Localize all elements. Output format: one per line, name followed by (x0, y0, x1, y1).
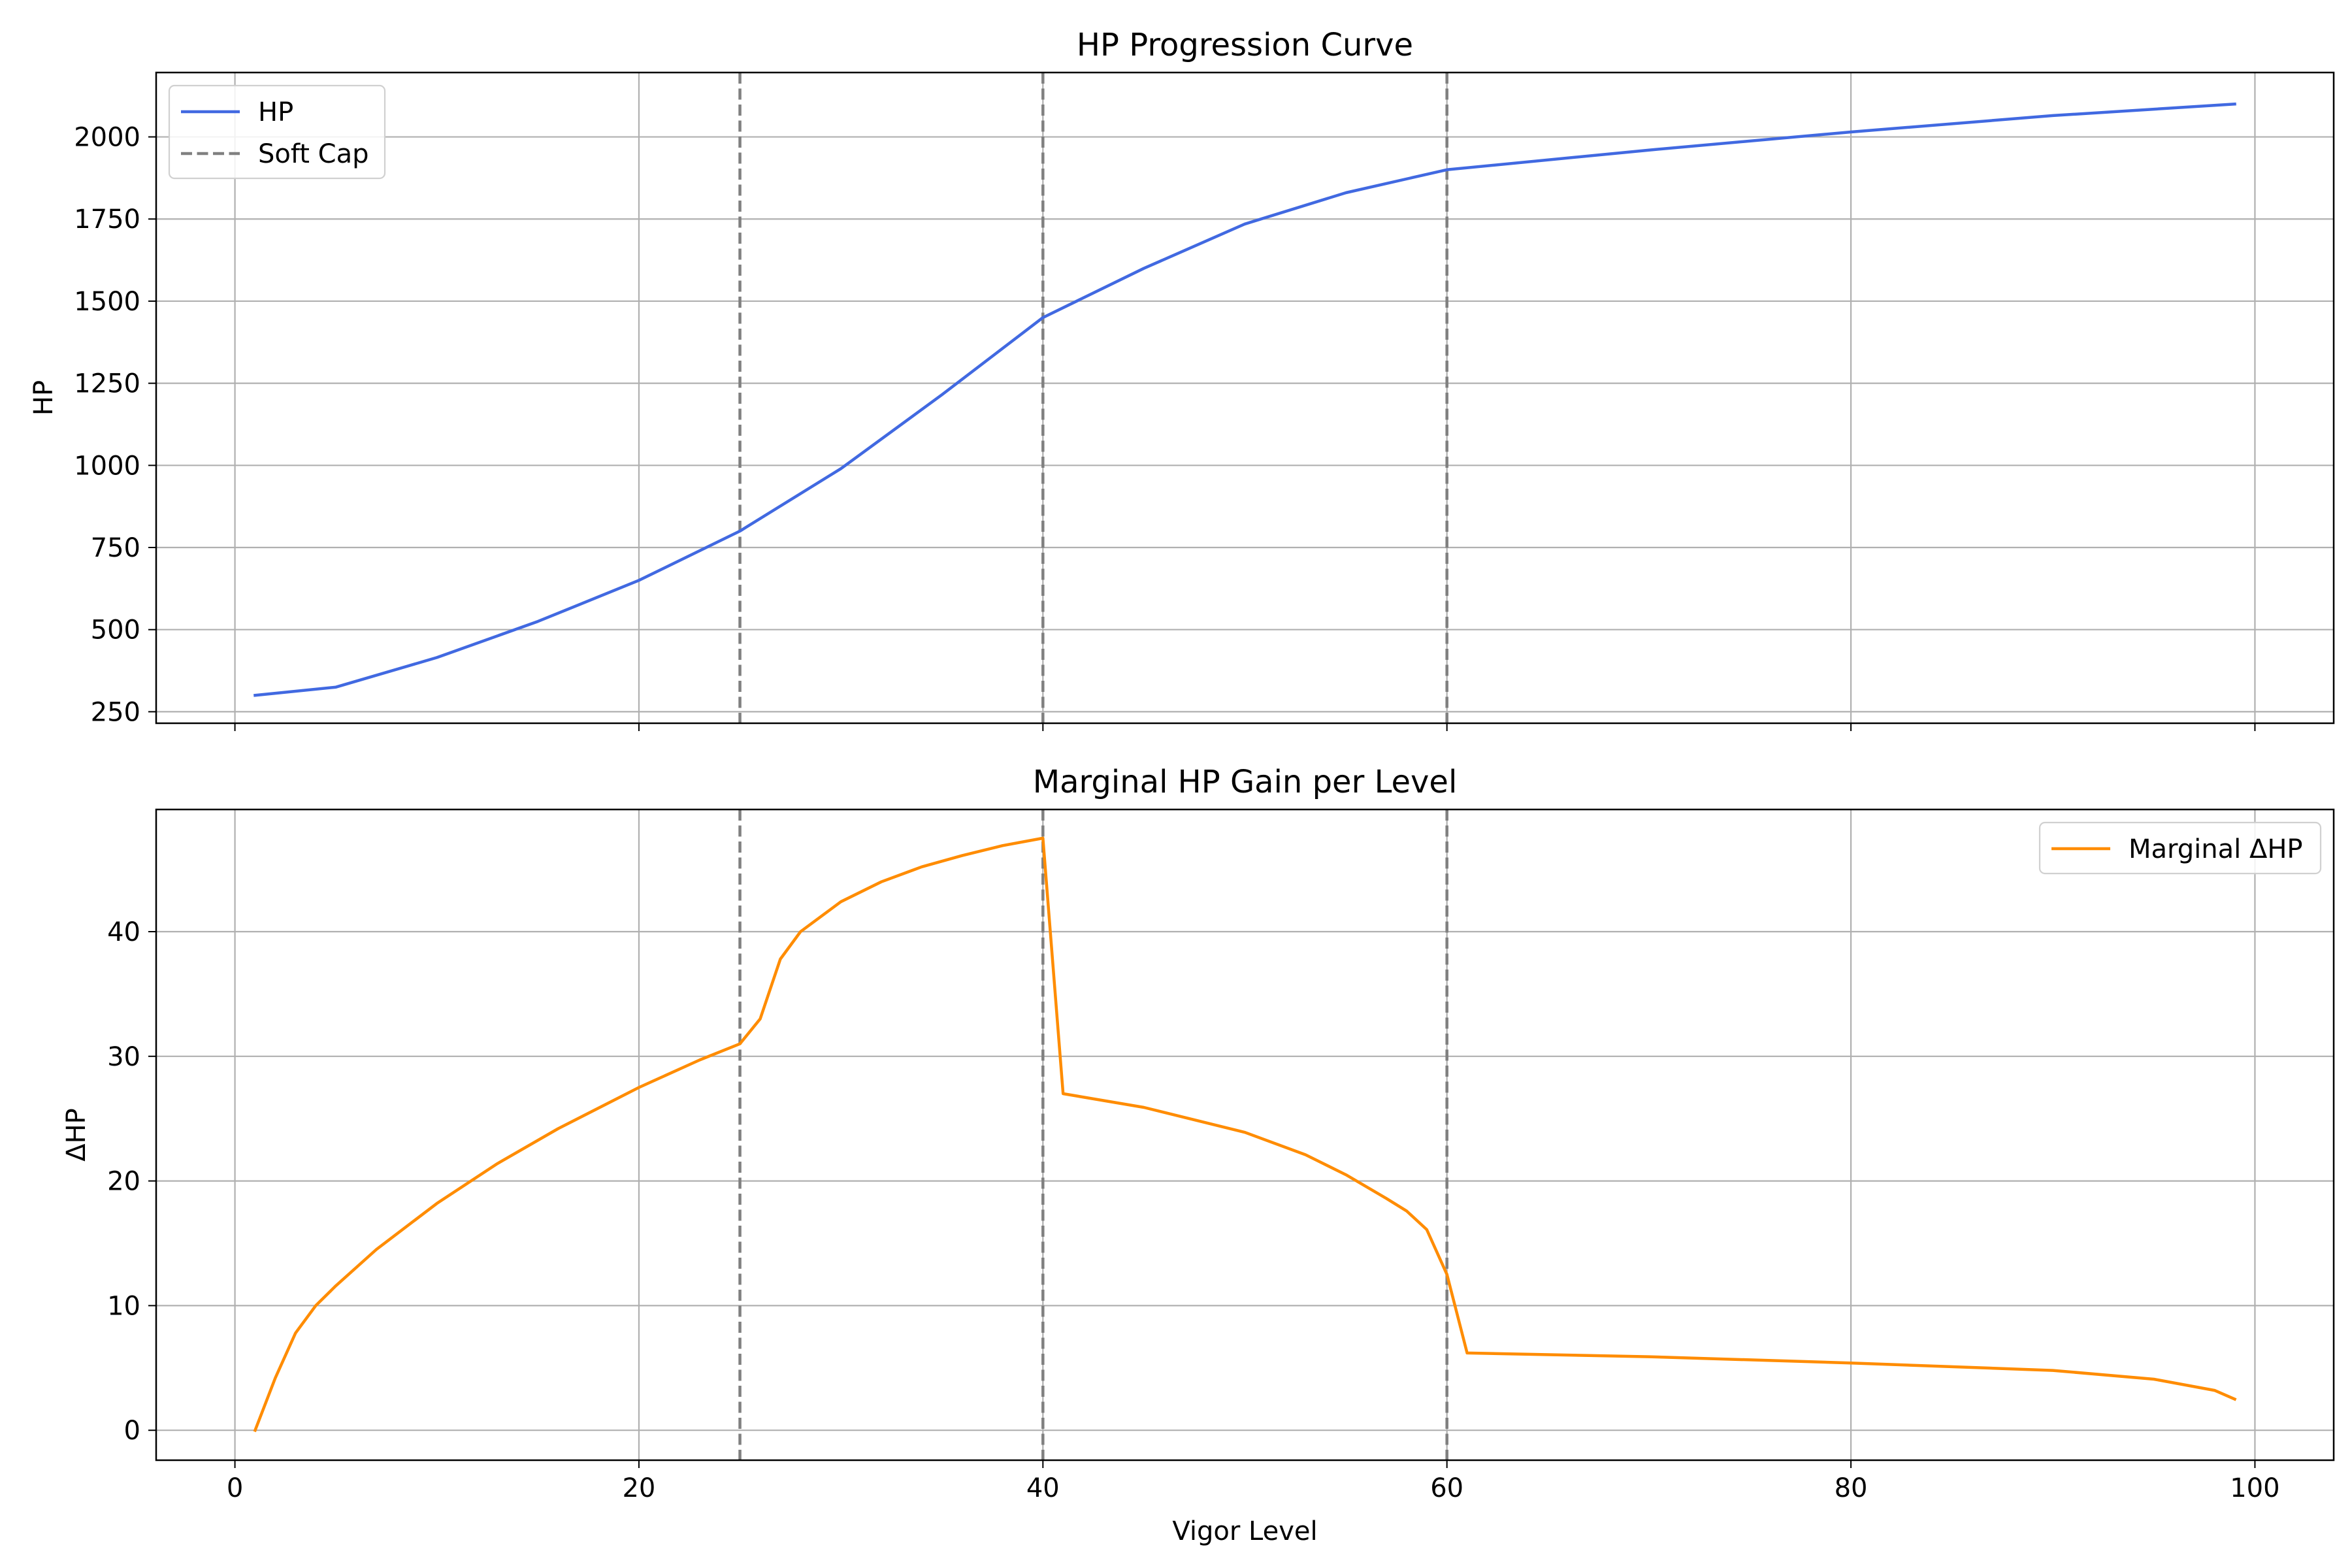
chart-title: HP Progression Curve (1077, 27, 1413, 63)
legend-label: Soft Cap (258, 139, 368, 169)
chart-title: Marginal HP Gain per Level (1033, 764, 1458, 800)
plot-frame (155, 71, 2335, 725)
x-tick-label: 0 (227, 1473, 243, 1503)
legend: Marginal ΔHP (2038, 821, 2322, 875)
x-axis-label: Vigor Level (1172, 1516, 1317, 1546)
y-axis-label: ΔHP (61, 1108, 91, 1162)
legend-box (2038, 821, 2322, 875)
x-tick-label: 100 (2230, 1473, 2279, 1503)
marginal-hp-gain-chart: 0 20 40 60 80 100 0 10 20 30 40 Marginal HP Gain pe… (61, 764, 2335, 1546)
legend: HP Soft Cap (168, 84, 386, 180)
y-tick-label: 20 (107, 1167, 140, 1197)
series-line-0 (253, 102, 2236, 697)
y-tick-label: 40 (107, 917, 140, 947)
x-tick-label: 20 (622, 1473, 655, 1503)
y-tick-label: 1000 (74, 451, 140, 481)
legend-label: HP (258, 97, 293, 127)
x-tick-label: 80 (1835, 1473, 1868, 1503)
hp-progression-chart: 250 500 750 1000 1250 1500 1750 2000 HP Progress… (29, 27, 2335, 731)
y-tick-label: 0 (124, 1416, 140, 1446)
x-tick-label: 60 (1430, 1473, 1463, 1503)
y-tick-label: 250 (91, 697, 140, 727)
y-tick-label: 750 (91, 533, 140, 563)
y-tick-label: 1500 (74, 287, 140, 317)
y-tick-label: 30 (107, 1042, 140, 1072)
plot-frame (155, 808, 2335, 1462)
y-tick-label: 1750 (74, 204, 140, 235)
legend-box (168, 84, 386, 180)
y-tick-label: 2000 (74, 123, 140, 153)
y-tick-label: 500 (91, 615, 140, 645)
y-tick-label: 1250 (74, 369, 140, 399)
legend-label: Marginal ΔHP (2129, 834, 2303, 864)
x-tick-label: 40 (1026, 1473, 1060, 1503)
y-tick-label: 10 (107, 1291, 140, 1321)
series-line-0 (253, 836, 2237, 1433)
y-axis-label: HP (29, 380, 59, 416)
